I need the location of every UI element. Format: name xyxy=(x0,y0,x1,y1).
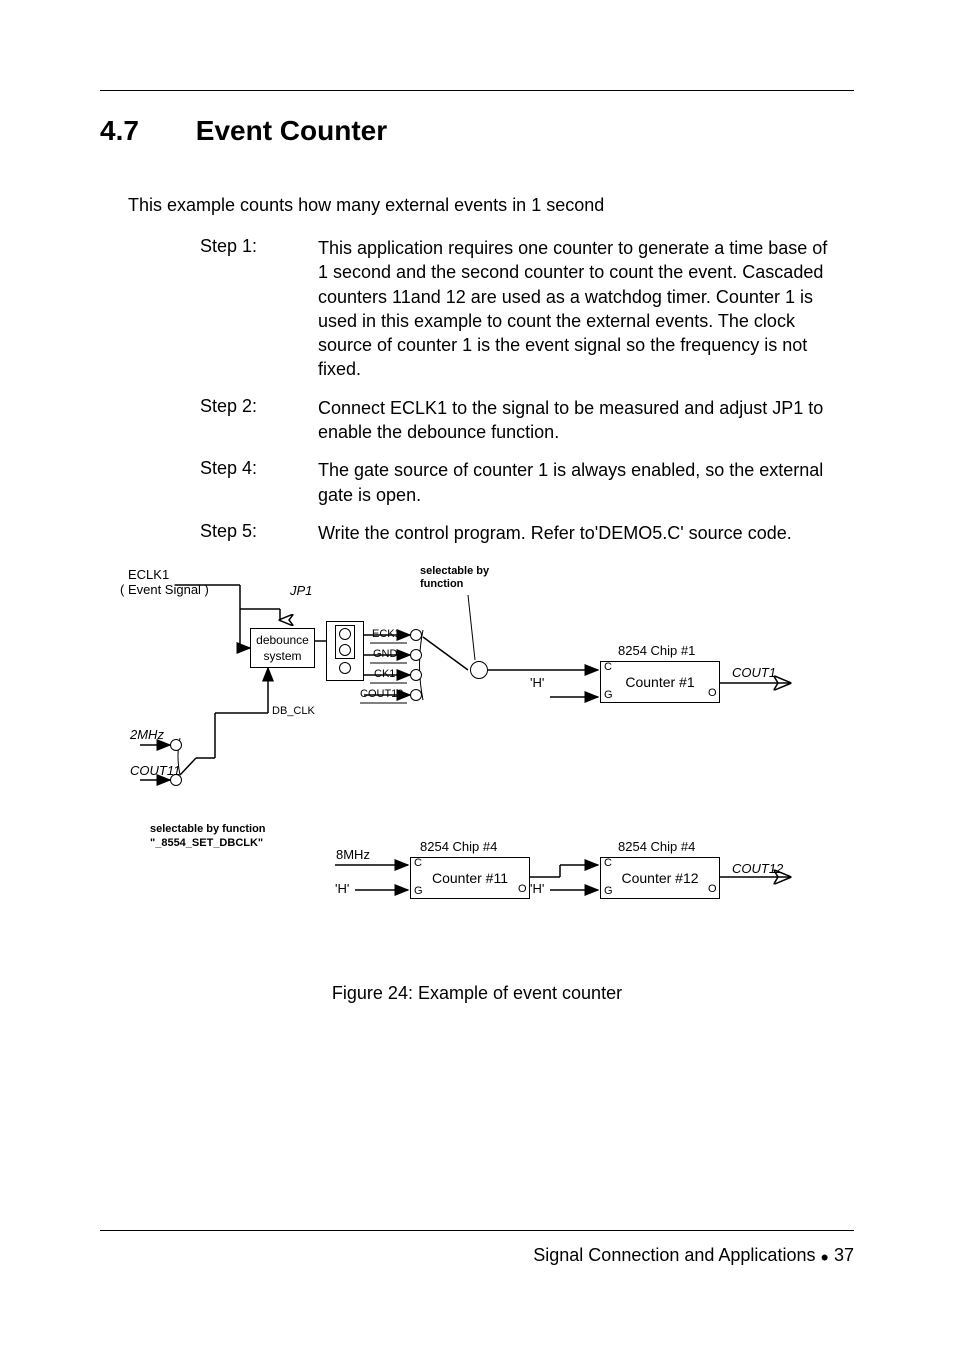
step-body: The gate source of counter 1 is always e… xyxy=(318,458,834,507)
h-label: 'H' xyxy=(530,675,544,690)
selectable-by-label: selectable by xyxy=(420,565,489,577)
step-body: Write the control program. Refer to'DEMO… xyxy=(318,521,834,545)
step-body: This application requires one counter to… xyxy=(318,236,834,382)
c-pin: C xyxy=(604,857,612,869)
section-number: 4.7 xyxy=(100,115,188,147)
debounce-box: debounce system xyxy=(250,628,315,668)
debounce-label-b: system xyxy=(263,649,301,663)
h-label: 'H' xyxy=(335,881,349,896)
step-label: Step 5: xyxy=(200,521,318,545)
cout11-in-label: COUT11 xyxy=(130,763,180,778)
counter11-box: Counter #11 xyxy=(410,857,530,899)
footer-title: Signal Connection and Applications xyxy=(533,1245,815,1265)
footer-page: 37 xyxy=(834,1245,854,1265)
sel-dbclk-a: selectable by function xyxy=(150,823,266,835)
step-row: Step 2: Connect ECLK1 to the signal to b… xyxy=(200,396,834,445)
steps-list: Step 1: This application requires one co… xyxy=(200,236,834,545)
counter1-label: Counter #1 xyxy=(625,674,694,690)
step-row: Step 4: The gate source of counter 1 is … xyxy=(200,458,834,507)
sel-dbclk-b: "_8554_SET_DBCLK" xyxy=(150,837,263,849)
footer-text: Signal Connection and Applications ● 37 xyxy=(100,1245,854,1266)
footer-rule xyxy=(100,1230,854,1231)
g-pin: G xyxy=(414,885,423,897)
two-mhz-label: 2MHz xyxy=(130,727,164,742)
function-label: function xyxy=(420,578,463,590)
counter12-label: Counter #12 xyxy=(621,870,698,886)
h-label: 'H' xyxy=(530,881,544,896)
event-signal-label: ( Event Signal ) xyxy=(120,582,209,597)
c-pin: C xyxy=(604,661,612,673)
o-pin: O xyxy=(518,883,527,895)
section-heading: 4.7 Event Counter xyxy=(100,115,854,147)
counter1-box: Counter #1 xyxy=(600,661,720,703)
g-pin: G xyxy=(604,689,613,701)
step-body: Connect ECLK1 to the signal to be measur… xyxy=(318,396,834,445)
c-pin: C xyxy=(414,857,422,869)
eck1-label: ECK1 xyxy=(372,628,401,640)
o-pin: O xyxy=(708,883,717,895)
top-rule xyxy=(100,90,854,91)
step-label: Step 2: xyxy=(200,396,318,445)
eclk1-label: ECLK1 xyxy=(128,567,169,582)
gnd-label: GND xyxy=(373,648,397,660)
g-pin: G xyxy=(604,885,613,897)
step-row: Step 5: Write the control program. Refer… xyxy=(200,521,834,545)
jp1-label: JP1 xyxy=(290,583,312,598)
intro-text: This example counts how many external ev… xyxy=(128,195,854,216)
chip4b-label: 8254 Chip #4 xyxy=(618,839,695,854)
footer-bullet: ● xyxy=(820,1248,828,1264)
cout1-label: COUT1 xyxy=(732,665,776,680)
cout12-label: COUT12 xyxy=(732,861,783,876)
chip4a-label: 8254 Chip #4 xyxy=(420,839,497,854)
diagram: ECLK1 ( Event Signal ) JP1 selectable by… xyxy=(120,565,880,945)
counter12-box: Counter #12 xyxy=(600,857,720,899)
section-title-text: Event Counter xyxy=(196,115,387,146)
debounce-label-a: debounce xyxy=(256,633,309,647)
counter11-label: Counter #11 xyxy=(432,870,508,886)
o-pin: O xyxy=(708,687,717,699)
cout10-label: COUT10 xyxy=(360,688,403,700)
page-footer: Signal Connection and Applications ● 37 xyxy=(100,1230,854,1266)
step-label: Step 1: xyxy=(200,236,318,382)
eight-mhz-label: 8MHz xyxy=(336,847,370,862)
step-label: Step 4: xyxy=(200,458,318,507)
chip1-label: 8254 Chip #1 xyxy=(618,643,695,658)
ck1-label: CK1 xyxy=(374,668,395,680)
dbclk-label: DB_CLK xyxy=(272,705,315,717)
figure-caption: Figure 24: Example of event counter xyxy=(100,983,854,1004)
step-row: Step 1: This application requires one co… xyxy=(200,236,834,382)
